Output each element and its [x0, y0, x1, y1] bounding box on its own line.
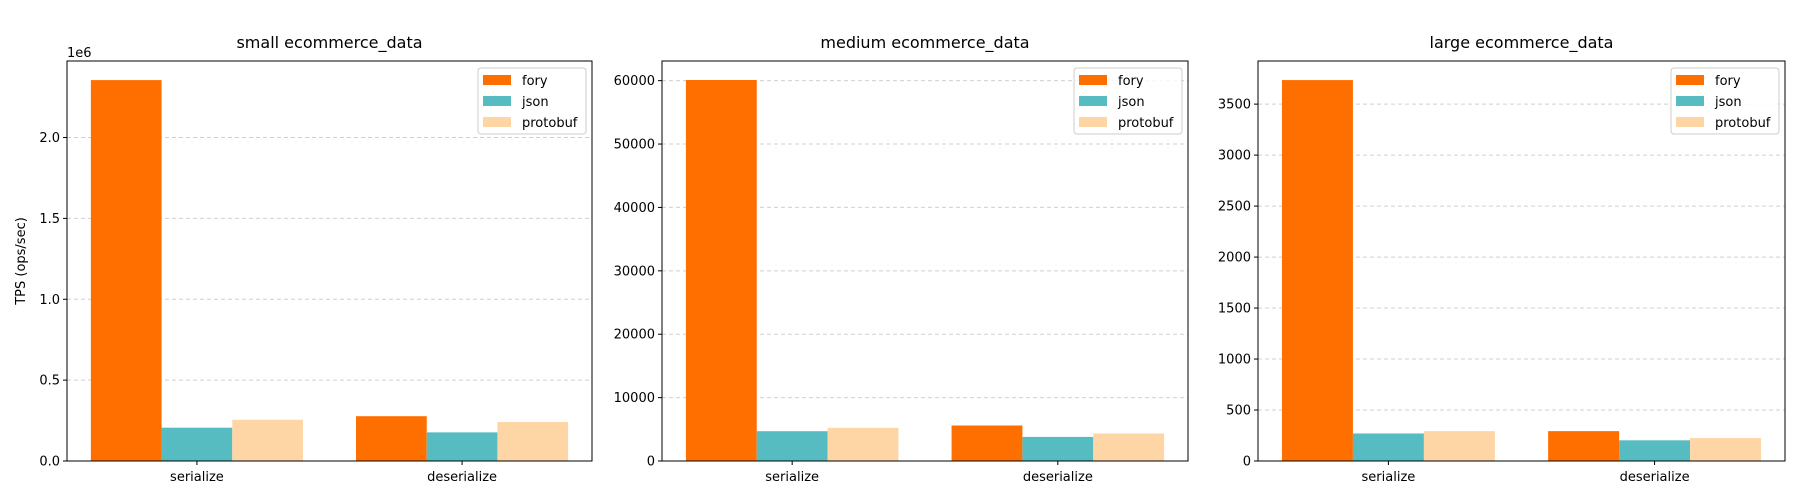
y-tick-label: 60000 — [614, 74, 655, 89]
y-tick-label: 1.0 — [39, 293, 60, 308]
legend-label-fory: fory — [1118, 74, 1144, 89]
legend-swatch-json — [483, 96, 511, 106]
y-tick-label: 30000 — [614, 264, 655, 279]
y-tick-label: 500 — [1226, 404, 1251, 419]
legend-swatch-json — [1079, 96, 1107, 106]
chart-title: medium ecommerce_data — [820, 33, 1029, 53]
legend-label-fory: fory — [1715, 74, 1741, 89]
y-tick-label: 2.0 — [39, 131, 60, 146]
legend-swatch-fory — [1079, 75, 1107, 85]
bar-json-serialize — [1352, 433, 1424, 461]
y-tick-label: 3000 — [1218, 149, 1251, 164]
legend-swatch-json — [1676, 96, 1704, 106]
y-tick-label: 50000 — [614, 138, 655, 153]
bar-protobuf-deserialize — [497, 422, 569, 461]
y-tick-label: 0 — [647, 455, 655, 470]
legend: fory json protobuf — [1073, 67, 1183, 135]
legend-label-protobuf: protobuf — [522, 116, 578, 131]
legend-label-protobuf: protobuf — [1715, 116, 1771, 131]
chart-panel-1: 0.0 0.5 1.0 1.5 2.0 serialize deserialize small… — [14, 33, 593, 485]
bar-fory-deserialize — [356, 416, 427, 461]
legend-label-fory: fory — [522, 74, 548, 89]
bar-json-deserialize — [426, 432, 498, 461]
axes-frame — [66, 60, 593, 462]
legend-label-protobuf: protobuf — [1118, 116, 1174, 131]
bar-protobuf-serialize — [1423, 431, 1495, 461]
bar-protobuf-deserialize — [1093, 433, 1165, 461]
axes-frame — [1257, 60, 1786, 462]
y-tick-label: 0.0 — [39, 455, 60, 470]
bar-json-serialize — [756, 431, 828, 461]
y-tick-label: 1000 — [1218, 353, 1251, 368]
legend: fory json protobuf — [477, 67, 587, 135]
bar-protobuf-serialize — [232, 419, 303, 461]
x-tick-label: deserialize — [1620, 470, 1690, 485]
legend-swatch-protobuf — [1079, 117, 1107, 127]
bar-protobuf-serialize — [827, 427, 899, 461]
legend-label-json: json — [1714, 95, 1742, 110]
chart-title: small ecommerce_data — [236, 33, 422, 53]
legend: fory json protobuf — [1670, 67, 1780, 135]
bar-fory-deserialize — [1548, 431, 1620, 461]
y-tick-label: 1500 — [1218, 302, 1251, 317]
x-tick-label: deserialize — [427, 470, 497, 485]
bar-json-deserialize — [1022, 436, 1094, 461]
chart-panel-3: 0 500 1000 1500 2000 2500 3000 3500 serialize des… — [1218, 33, 1786, 485]
x-tick-label: serialize — [170, 470, 224, 485]
y-axis-label: TPS (ops/sec) — [14, 217, 29, 306]
y-tick-label: 1.5 — [39, 212, 60, 227]
bar-fory-serialize — [685, 80, 757, 462]
x-tick-label: deserialize — [1023, 470, 1093, 485]
chart-title: large ecommerce_data — [1430, 33, 1614, 53]
legend-label-json: json — [521, 95, 549, 110]
legend-label-json: json — [1117, 95, 1145, 110]
axes-frame — [661, 60, 1189, 462]
y-tick-label: 40000 — [614, 201, 655, 216]
y-tick-label: 20000 — [614, 328, 655, 343]
x-tick-label: serialize — [1362, 470, 1416, 485]
y-tick-label: 3500 — [1218, 98, 1251, 113]
legend-swatch-fory — [483, 75, 511, 85]
chart-panel-2: 0 10000 20000 30000 40000 50000 60000 serialize… — [614, 33, 1189, 485]
y-offset-text: 1e6 — [67, 46, 92, 61]
bar-fory-deserialize — [951, 425, 1023, 461]
bar-fory-serialize — [1281, 80, 1353, 461]
y-tick-label: 0 — [1243, 455, 1251, 470]
y-tick-label: 0.5 — [39, 374, 60, 389]
legend-swatch-protobuf — [1676, 117, 1704, 127]
y-tick-label: 2000 — [1218, 251, 1251, 266]
bar-json-deserialize — [1619, 440, 1691, 461]
bar-json-serialize — [161, 427, 233, 461]
legend-swatch-protobuf — [483, 117, 511, 127]
bar-protobuf-deserialize — [1690, 438, 1762, 461]
y-tick-label: 10000 — [614, 391, 655, 406]
bar-fory-serialize — [90, 80, 162, 462]
legend-swatch-fory — [1676, 75, 1704, 85]
y-tick-label: 2500 — [1218, 200, 1251, 215]
x-tick-label: serialize — [765, 470, 819, 485]
